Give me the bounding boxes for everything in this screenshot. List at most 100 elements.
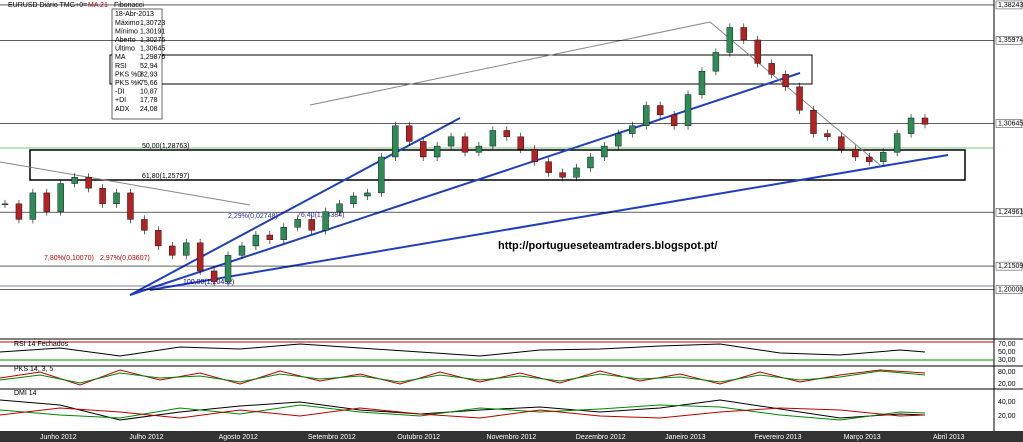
info-value: 10,87 bbox=[140, 89, 158, 96]
y-tick-label: 1,20000 bbox=[998, 287, 1023, 294]
candle bbox=[601, 145, 608, 158]
candle bbox=[475, 145, 483, 153]
candle bbox=[754, 39, 761, 64]
panel-tick: 20,00 bbox=[998, 413, 1016, 420]
candle bbox=[419, 141, 427, 158]
x-month-label: Abril 2013 bbox=[933, 434, 965, 441]
candle bbox=[85, 177, 92, 189]
info-value: 52,94 bbox=[140, 63, 158, 70]
candle bbox=[656, 105, 664, 116]
candle bbox=[768, 63, 775, 75]
info-value: 82,93 bbox=[140, 71, 158, 78]
panel-tick: 20,00 bbox=[998, 381, 1016, 388]
y-tick-label: 1,24961 bbox=[998, 209, 1023, 216]
candle bbox=[629, 125, 636, 134]
watermark: http://portugueseteamtraders.blogspot.pt… bbox=[498, 240, 717, 252]
candle bbox=[879, 152, 887, 162]
candle bbox=[196, 242, 204, 272]
fib-label: 2,97%(0,03607) bbox=[100, 255, 150, 262]
candle bbox=[71, 177, 78, 184]
candle bbox=[364, 192, 371, 197]
candle bbox=[615, 133, 622, 147]
x-month-label: Novembro 2012 bbox=[487, 434, 537, 441]
y-tick-label: 1,35974 bbox=[998, 37, 1023, 44]
price-tag bbox=[995, 36, 1023, 45]
x-month-label: Julho 2012 bbox=[129, 434, 163, 441]
x-month-label: Fevereiro 2013 bbox=[754, 434, 801, 441]
candle bbox=[210, 270, 218, 283]
candle bbox=[573, 167, 580, 178]
candle bbox=[740, 27, 747, 41]
candle bbox=[43, 192, 51, 212]
candle bbox=[712, 52, 720, 72]
candle bbox=[489, 130, 497, 147]
candle bbox=[796, 86, 803, 111]
candle bbox=[559, 172, 566, 178]
panel-label: DMI 14 bbox=[14, 390, 37, 397]
info-date: 18-Abr-2013 bbox=[115, 11, 154, 18]
candle bbox=[127, 192, 134, 220]
candle bbox=[266, 234, 274, 240]
candle bbox=[252, 234, 260, 247]
info-key: -DI bbox=[115, 89, 124, 96]
panel-tick: 40,00 bbox=[998, 399, 1016, 406]
candle bbox=[893, 133, 901, 153]
info-key: MA bbox=[115, 54, 126, 61]
candle bbox=[684, 94, 692, 126]
candle bbox=[99, 188, 106, 205]
candle bbox=[782, 74, 789, 87]
candle bbox=[29, 192, 37, 220]
tool-label[interactable]: Fibonacci bbox=[114, 2, 144, 9]
fib-label: 61,80(1,25797) bbox=[142, 173, 189, 180]
info-key: RSI bbox=[115, 63, 127, 70]
candle bbox=[238, 245, 246, 256]
panel-tick: 30,00 bbox=[998, 357, 1016, 364]
candle bbox=[169, 245, 176, 256]
candle bbox=[698, 70, 706, 95]
info-key: Máximo bbox=[115, 20, 140, 27]
candle bbox=[392, 125, 399, 158]
x-month-label: Outubro 2012 bbox=[397, 434, 440, 441]
y-tick-label: 1,38243 bbox=[998, 2, 1023, 9]
info-value: 24,08 bbox=[140, 106, 158, 113]
candle bbox=[350, 195, 357, 205]
candle bbox=[1, 203, 9, 206]
candle bbox=[866, 156, 873, 162]
candle bbox=[280, 227, 287, 240]
x-month-label: Março 2013 bbox=[844, 434, 881, 441]
candle bbox=[852, 148, 859, 158]
info-key: +DI bbox=[115, 97, 126, 104]
fib-label: 76,40(1,24384) bbox=[297, 212, 344, 219]
price-tag bbox=[995, 261, 1023, 271]
panel-tick: 70,00 bbox=[998, 341, 1016, 348]
info-key: PKS %K bbox=[115, 80, 142, 87]
candle bbox=[461, 136, 469, 153]
candle bbox=[183, 242, 190, 256]
x-month-label: Agosto 2012 bbox=[219, 434, 258, 441]
info-value: 17,78 bbox=[140, 97, 158, 104]
fib-label: 100,00(1,20432) bbox=[183, 279, 234, 286]
candle bbox=[113, 192, 120, 205]
y-tick-label: 1,30645 bbox=[998, 120, 1023, 127]
candle bbox=[517, 136, 524, 150]
candle bbox=[57, 183, 64, 212]
candle bbox=[322, 211, 329, 231]
x-month-label: Janeiro 2013 bbox=[665, 434, 706, 441]
x-month-label: Junho 2012 bbox=[40, 434, 77, 441]
candle bbox=[503, 130, 511, 137]
candle bbox=[838, 136, 845, 150]
info-key: ADX bbox=[115, 106, 130, 113]
symbol-label: EURUSD Diário TMG+0= bbox=[8, 2, 87, 9]
panel-tick: 50,00 bbox=[998, 349, 1016, 356]
candle bbox=[15, 203, 23, 220]
info-value: 1,30723 bbox=[140, 20, 165, 27]
price-tag bbox=[995, 285, 1023, 294]
info-box bbox=[111, 8, 163, 120]
indicator-label: MA 21 bbox=[88, 2, 108, 9]
candle bbox=[378, 156, 385, 194]
candle bbox=[587, 156, 594, 169]
candle bbox=[726, 27, 734, 53]
panel-label: RSI 14 Fechados bbox=[14, 341, 69, 348]
candle bbox=[141, 219, 148, 231]
